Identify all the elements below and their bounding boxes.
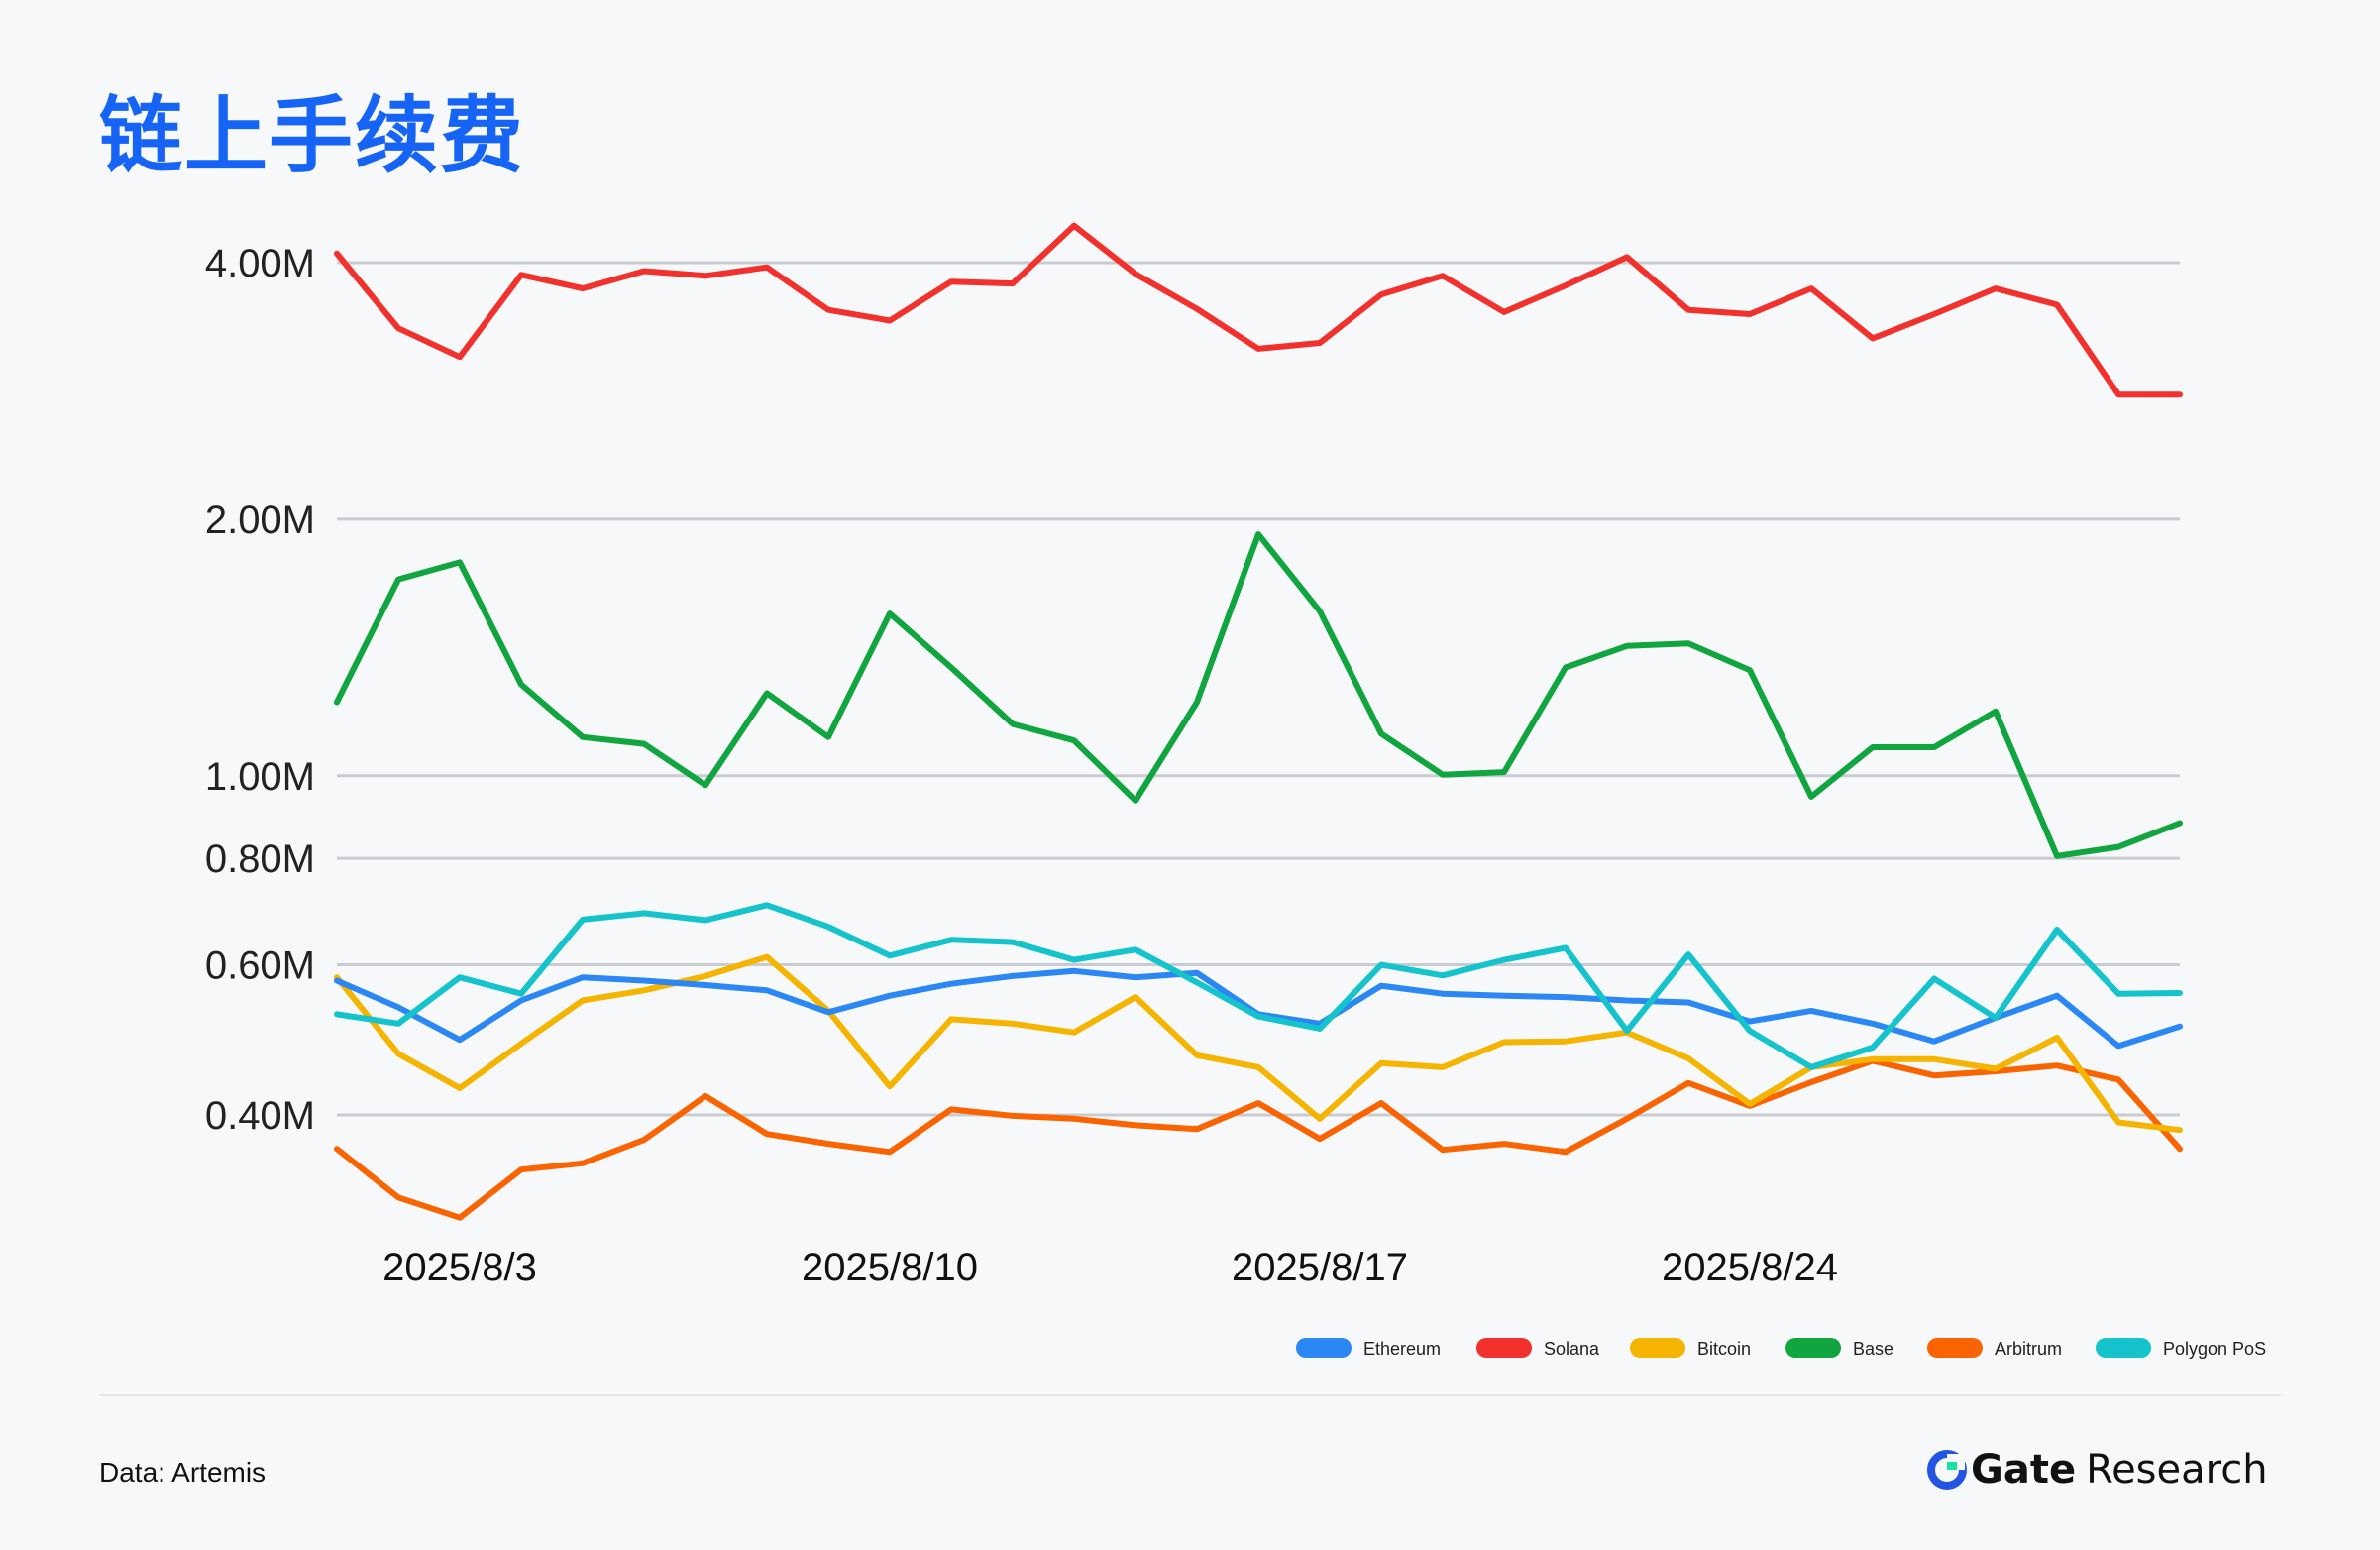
y-tick-label: 2.00M (205, 498, 315, 542)
y-tick-label: 4.00M (205, 242, 315, 285)
series-lines (334, 222, 2183, 1221)
series-line-ethereum (334, 967, 2183, 1050)
gate-logo-icon (1927, 1450, 1967, 1490)
legend-swatch (1785, 1338, 1841, 1358)
y-tick-label: 0.80M (205, 837, 315, 881)
series-line-base (334, 531, 2183, 859)
legend-swatch (1630, 1338, 1685, 1358)
legend-swatch (1476, 1338, 1532, 1358)
legend-swatch (1927, 1338, 1983, 1358)
x-tick-label: 2025/8/24 (1662, 1246, 1838, 1289)
y-axis-ticks: 0.40M 0.60M 0.80M 1.00M 2.00M 4.00M (205, 242, 315, 1138)
series-line-solana (334, 222, 2183, 398)
y-tick-label: 0.40M (205, 1094, 315, 1138)
data-source-label: Data: Artemis (99, 1457, 267, 1488)
y-tick-label: 1.00M (205, 755, 315, 799)
legend-item-polygon-pos[interactable]: Polygon PoS (2096, 1338, 2266, 1359)
x-tick-label: 2025/8/3 (382, 1246, 537, 1289)
legend-item-bitcoin[interactable]: Bitcoin (1630, 1338, 1751, 1359)
x-axis-ticks: 2025/8/3 2025/8/10 2025/8/17 2025/8/24 (382, 1246, 1838, 1289)
gridlines (337, 261, 2180, 1117)
y-tick-label: 0.60M (205, 944, 315, 988)
legend-item-ethereum[interactable]: Ethereum (1296, 1338, 1441, 1359)
legend[interactable]: Ethereum Solana Bitcoin Base Arbitrum Polygon… (1296, 1338, 2266, 1359)
legend-label: Base (1853, 1339, 1893, 1359)
legend-item-arbitrum[interactable]: Arbitrum (1927, 1338, 2062, 1359)
legend-label: Solana (1544, 1339, 1600, 1359)
series-line-arbitrum (334, 1057, 2183, 1221)
footer-divider (99, 1394, 2281, 1396)
brand-logo: Gate Research (1927, 1447, 2268, 1493)
series-line-bitcoin (334, 953, 2183, 1134)
x-tick-label: 2025/8/17 (1232, 1246, 1408, 1289)
legend-label: Ethereum (1363, 1339, 1441, 1359)
page-title: 链上手续费 (99, 87, 526, 184)
legend-label: Bitcoin (1697, 1339, 1751, 1359)
series-line-polygon-pos (334, 902, 2183, 1070)
x-tick-label: 2025/8/10 (802, 1246, 978, 1289)
brand-subtitle: Research (2086, 1447, 2268, 1493)
legend-item-solana[interactable]: Solana (1476, 1338, 1600, 1359)
legend-swatch (1296, 1338, 1352, 1358)
legend-swatch (2096, 1338, 2151, 1358)
legend-label: Polygon PoS (2163, 1339, 2266, 1359)
brand-name: Gate (1971, 1447, 2077, 1493)
legend-item-base[interactable]: Base (1785, 1338, 1893, 1359)
legend-label: Arbitrum (1995, 1339, 2062, 1359)
